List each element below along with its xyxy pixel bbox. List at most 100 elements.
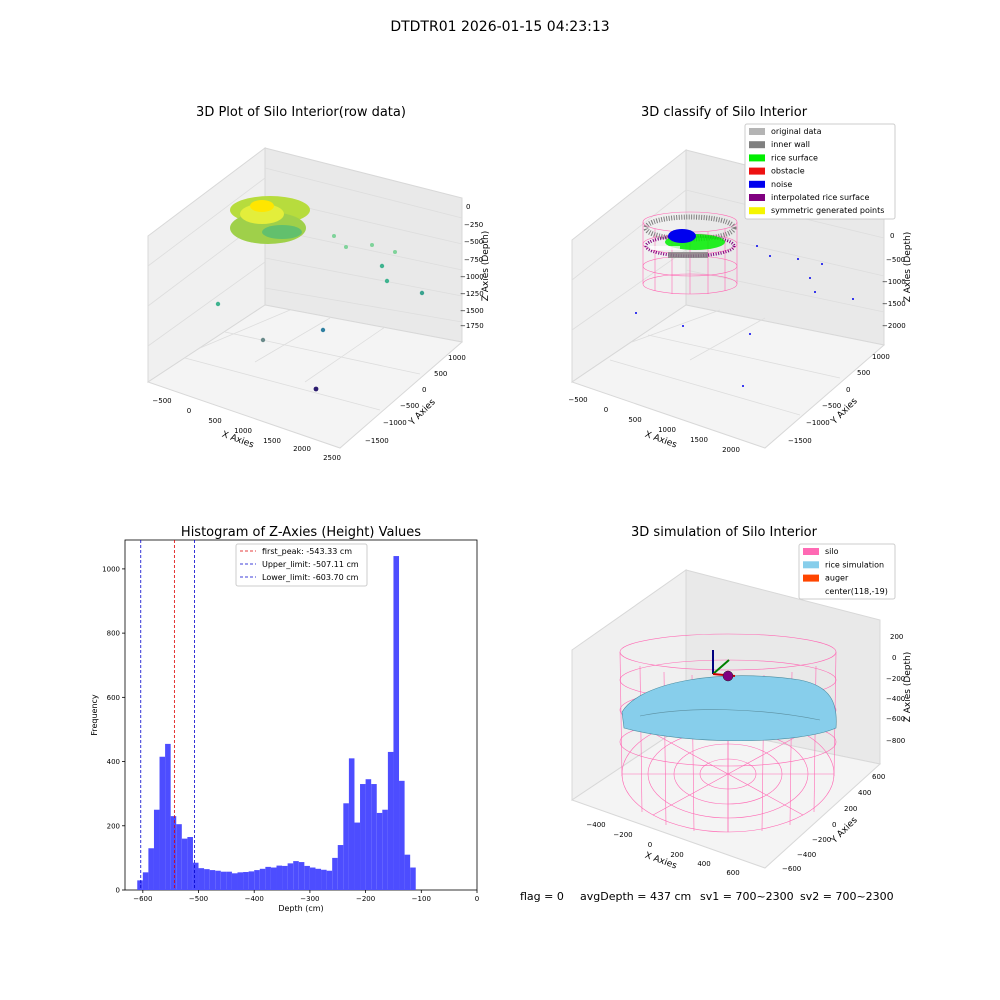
tick-label: −500 [464, 238, 483, 246]
histogram-bar-13 [209, 870, 216, 890]
histogram-bar-41 [365, 779, 372, 890]
histogram-bar-4 [159, 756, 166, 890]
tick-label: −2000 [882, 322, 906, 330]
panel1-point [215, 301, 221, 307]
legend-label: obstacle [771, 167, 805, 176]
histogram-bar-47 [399, 780, 405, 890]
histogram-x-tick-label: −500 [189, 895, 208, 903]
panel2-z-ticks: 0 −500 −1000 −1500 −2000 [882, 232, 906, 330]
tick-label: 2000 [722, 446, 740, 454]
panel4-y-axis-label: Y Axies [829, 815, 860, 846]
panel1-y-ticks: 1000 500 0 −500 −1000 −1500 [365, 354, 466, 445]
histogram-bar-10 [192, 862, 199, 890]
histogram-x-tick-label: −600 [133, 895, 152, 903]
legend-label: auger [825, 574, 849, 583]
tick-label: −500 [886, 256, 905, 264]
panel4-legend-items: silo rice simulation auger center(118,-19) [803, 547, 888, 596]
panel4-legend [798, 543, 896, 600]
tick-label: −1500 [788, 437, 812, 445]
histogram-bar-23 [265, 866, 271, 890]
histogram-bar-1 [142, 872, 149, 890]
histogram-y-tick-label: 800 [107, 630, 120, 638]
panel2-legend-items: original data inner wall rice surface obsta… [749, 127, 884, 215]
panel-histogram: Histogram of Z-Axies (Height) Values −60… [90, 525, 479, 913]
histogram-bar-5 [165, 743, 171, 890]
sv2-status: sv2 = 700~2300 [800, 890, 894, 903]
legend-swatch [749, 180, 765, 188]
histogram-bar-22 [259, 868, 266, 890]
histogram-x-tick-label: −300 [300, 895, 319, 903]
sv1-status: sv1 = 700~2300 [700, 890, 794, 903]
status-line: flag = 0 avgDepth = 437 cm sv1 = 700~230… [520, 890, 894, 903]
panel4-x-ticks: −400 −200 0 200 400 600 [586, 821, 739, 877]
histogram-bar-34 [326, 870, 333, 890]
panel2-title: 3D classify of Silo Interior [641, 105, 808, 120]
histogram-bar-49 [410, 867, 416, 890]
tick-label: −600 [782, 865, 801, 873]
histogram-bar-28 [293, 861, 299, 890]
auger-axis-y [712, 659, 730, 675]
tick-label: 1000 [872, 353, 890, 361]
panel1-point [384, 278, 390, 284]
histogram-legend-label: first_peak: -543.33 cm [262, 547, 352, 556]
panel1-floor-pane [146, 304, 464, 449]
panel4-rice-simulation-surface [621, 675, 837, 742]
flag-status: flag = 0 [520, 890, 564, 903]
tick-label: 0 [890, 232, 894, 240]
legend-swatch [749, 167, 765, 175]
tick-label: 1000 [448, 354, 466, 362]
legend-swatch [749, 194, 765, 201]
histogram-x-tick-label: 0 [475, 895, 479, 903]
panel1-point [260, 337, 266, 343]
histogram-vlines [140, 540, 195, 890]
panel1-point [313, 386, 319, 392]
histogram-bar-16 [226, 871, 232, 890]
legend-swatch [749, 128, 765, 135]
panel1-z-axis-label: Z Axies (Depth) [481, 231, 491, 302]
legend-swatch [803, 574, 819, 582]
panel4-title: 3D simulation of Silo Interior [631, 525, 818, 540]
tick-label: −500 [400, 402, 419, 410]
histogram-bar-26 [282, 865, 288, 890]
histogram-y-tick-label: 400 [107, 758, 120, 766]
tick-label: −400 [886, 695, 905, 703]
panel4-y-ticks: 600 400 200 0 −200 −400 −600 [782, 773, 885, 873]
panel-classify: 3D classify of Silo Interior [568, 105, 913, 454]
panel2-noise-point [756, 245, 758, 247]
legend-swatch [803, 561, 819, 569]
histogram-x-tick-label: −100 [412, 895, 431, 903]
histogram-y-tick-label: 600 [107, 694, 120, 702]
panel4-z-axis-label: Z Axies (Depth) [903, 652, 913, 723]
panel4-legend-frame [798, 543, 896, 600]
panel2-noise-point [809, 277, 811, 279]
legend-swatch [749, 154, 765, 162]
tick-label: 0 [604, 406, 608, 414]
panel1-point [344, 245, 348, 249]
panel1-cloud-top [240, 204, 284, 224]
histogram-x-tick-label: −200 [356, 895, 375, 903]
tick-label: 1000 [658, 426, 676, 434]
legend-label: interpolated rice surface [771, 193, 869, 202]
histogram-bar-48 [404, 854, 411, 890]
panel-raw-data: 3D Plot of Silo Interior(row data) [146, 105, 491, 462]
tick-label: 500 [857, 369, 870, 377]
tick-label: −1250 [460, 290, 484, 298]
panel2-noise-point [749, 333, 751, 335]
panel1-x-ticks: −500 0 500 1000 1500 2000 2500 [152, 397, 341, 462]
histogram-bar-27 [287, 863, 294, 890]
tick-label: 0 [648, 841, 652, 849]
tick-label: −1500 [460, 307, 484, 315]
tick-label: 0 [187, 407, 191, 415]
panel2-legend [744, 123, 896, 220]
panel2-y-axis-label: Y Axies [829, 396, 860, 427]
panel2-noise-point [797, 258, 799, 260]
histogram-bar-15 [220, 871, 227, 890]
legend-label: original data [771, 127, 822, 136]
panel1-point [419, 290, 425, 296]
panel2-floor-pane [570, 304, 886, 449]
histogram-bar-7 [176, 824, 182, 890]
figure-suptitle: DTDTR01 2026-01-15 04:23:13 [390, 19, 609, 35]
legend-label: rice simulation [825, 560, 884, 569]
histogram-y-tick-label: 200 [107, 822, 120, 830]
histogram-bar-3 [153, 809, 160, 890]
